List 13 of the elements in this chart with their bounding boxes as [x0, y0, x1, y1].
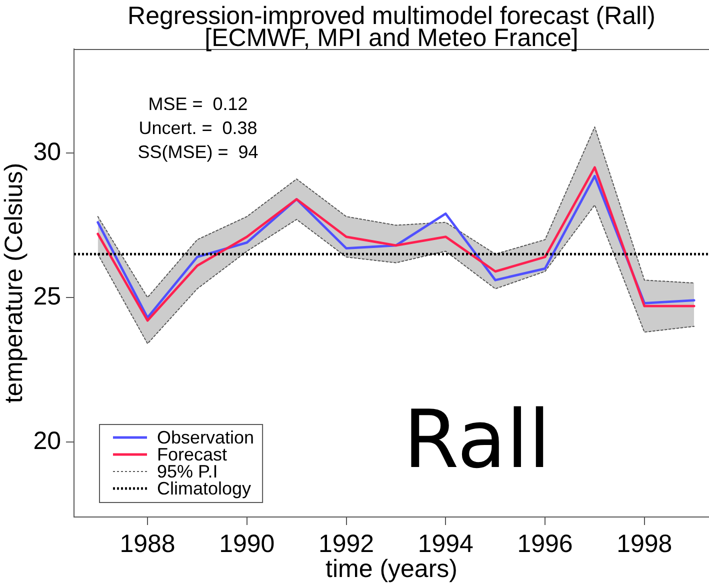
y-tick-label: 30 — [33, 138, 61, 166]
annotation: SS(MSE) = 94 — [138, 142, 258, 162]
y-tick-label: 20 — [33, 426, 61, 455]
annotation: Uncert. = 0.38 — [138, 118, 258, 138]
y-tick-label: 25 — [33, 282, 61, 310]
annotation: MSE = 0.12 — [148, 94, 248, 114]
x-tick-label: 1990 — [219, 530, 275, 558]
x-tick-label: 1998 — [616, 530, 672, 558]
x-tick-label: 1988 — [120, 530, 176, 558]
x-tick-label: 1996 — [517, 530, 573, 558]
y-axis-title: temperature (Celsius) — [0, 162, 28, 404]
annotation: Rall — [403, 393, 551, 486]
line-series — [97, 204, 695, 344]
